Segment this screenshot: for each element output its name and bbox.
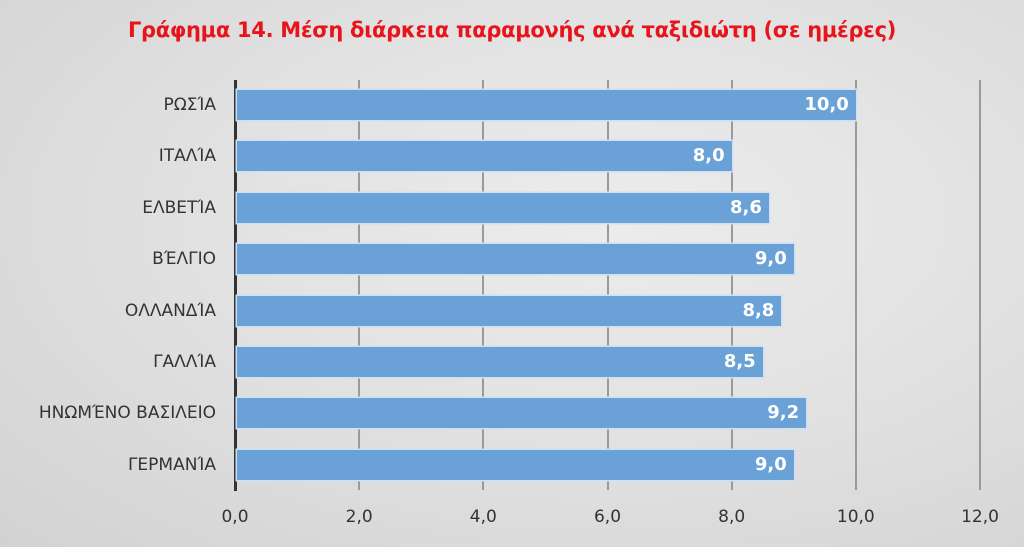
category-label: ΕΛΒΕΤΊΑ [142,197,216,218]
bar-value-label: 9,0 [754,453,787,475]
bar-value-label: 8,8 [742,299,775,321]
category-label: ΒΈΛΓΙΟ [152,249,216,270]
bar-value-label: 9,0 [754,248,787,270]
bar: 10,0 [237,90,856,120]
bar: 8,8 [237,295,782,326]
gridline [606,80,609,490]
category-label: ΟΛΛΑΝΔΊΑ [124,300,216,321]
category-label: ΗΝΩΜΈΝΟ ΒΑΣΙΛΕΙΟ [38,403,216,424]
bar: 8,5 [237,347,763,377]
gridline [854,80,857,490]
bar: 9,0 [237,244,794,275]
bar-value-label: 10,0 [804,94,849,115]
category-label: ΓΑΛΛΊΑ [153,352,216,372]
bar: 8,6 [237,192,769,223]
gridline [730,80,733,490]
x-tick-label: 8,0 [718,507,746,527]
y-axis-line [234,80,237,491]
bar-value-label: 8,6 [730,196,762,218]
category-label: ΙΤΑΛΊΑ [158,146,216,167]
x-tick-label: 10,0 [836,507,875,527]
x-tick-label: 0,0 [221,507,249,527]
x-tick-label: 12,0 [961,507,999,527]
category-label: ΓΕΡΜΑΝΊΑ [127,454,216,475]
gridline [358,80,361,490]
chart-title: Γράφημα 14. Μέση διάρκεια παραμονής ανά … [127,18,897,42]
gridline [979,80,981,490]
bar: 9,0 [237,449,794,480]
bar: 9,2 [237,398,807,429]
bar: 8,0 [237,141,732,172]
gridline [482,80,485,490]
category-label: ΡΩΣΊΑ [163,95,216,115]
bar-value-label: 8,0 [692,145,725,167]
bar-value-label: 9,2 [767,402,800,424]
x-tick-label: 6,0 [593,507,622,527]
x-tick-label: 4,0 [469,507,497,527]
x-tick-label: 2,0 [345,507,373,527]
bar-value-label: 8,5 [723,351,756,372]
